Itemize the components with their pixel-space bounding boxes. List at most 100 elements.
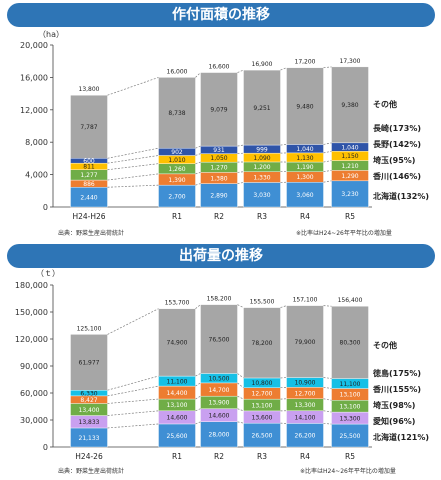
- trend-line: [323, 66, 332, 69]
- data-label: 14,600: [209, 413, 230, 420]
- total-label: 125,100: [77, 325, 102, 332]
- data-label: 999: [256, 146, 268, 153]
- trend-line: [237, 373, 244, 379]
- trend-line: [280, 144, 287, 146]
- trend-line: [107, 375, 159, 391]
- legend-label: 徳島(175%): [372, 368, 421, 378]
- y-tick-label: 20,000: [20, 41, 48, 50]
- trend-line: [107, 398, 159, 404]
- total-label: 13,800: [79, 86, 100, 93]
- data-label: 1,300: [296, 174, 313, 181]
- trend-line: [107, 423, 159, 429]
- trend-line: [237, 171, 244, 173]
- trend-line: [195, 408, 201, 412]
- trend-line: [107, 385, 159, 397]
- data-label: 13,833: [79, 419, 100, 426]
- y-tick-label: 4,000: [25, 171, 48, 180]
- data-label: 811: [83, 164, 95, 171]
- legend-label: 香川(155%): [372, 384, 421, 394]
- total-label: 158,200: [207, 296, 232, 303]
- trend-line: [323, 160, 332, 163]
- bar-segment: [200, 72, 238, 147]
- total-label: 17,300: [340, 58, 361, 65]
- data-label: 28,000: [209, 432, 230, 439]
- y-tick-label: 8,000: [25, 138, 48, 147]
- shipment-chart-banner: 出荷量の推移: [7, 244, 435, 268]
- legend-label: 愛知(96%): [373, 416, 415, 426]
- data-label: 9,480: [296, 103, 313, 110]
- trend-line: [195, 382, 201, 387]
- data-label: 1,277: [80, 172, 97, 179]
- trend-line: [323, 386, 332, 389]
- y-tick-label: 180,000: [15, 281, 48, 290]
- data-label: 11,100: [167, 378, 188, 385]
- data-label: 6,330: [80, 390, 97, 397]
- trend-line: [323, 180, 332, 183]
- trend-line: [237, 144, 244, 147]
- bar-segment: [158, 308, 196, 377]
- trend-line: [107, 308, 159, 335]
- x-tick-label: R2: [214, 212, 224, 221]
- data-label: 13,100: [252, 402, 273, 409]
- legend-label: その他: [373, 340, 397, 350]
- area-chart-y-unit: （ha）: [38, 30, 64, 39]
- trend-line: [107, 155, 159, 164]
- trend-line: [195, 421, 201, 425]
- trend-line: [195, 304, 201, 309]
- data-label: 12,700: [295, 390, 316, 397]
- trend-line: [237, 182, 244, 184]
- y-tick-label: 16,000: [20, 73, 48, 82]
- data-label: 9,251: [253, 105, 270, 112]
- data-label: 600: [83, 158, 95, 165]
- data-label: 26,200: [295, 433, 316, 440]
- data-label: 14,600: [167, 415, 188, 422]
- data-label: 7,787: [80, 124, 97, 131]
- bar-segment: [200, 421, 238, 448]
- data-label: 25,500: [340, 433, 361, 440]
- bar-segment: [70, 334, 108, 391]
- trend-line: [323, 410, 332, 413]
- x-tick-label: R5: [345, 452, 355, 461]
- data-label: 21,133: [79, 435, 100, 442]
- data-label: 14,700: [209, 387, 230, 394]
- bar-segment: [331, 306, 369, 379]
- trend-line: [195, 161, 201, 164]
- shipment-chart-source: 出典：野菜生産出荷統計: [58, 468, 125, 475]
- data-label: 13,300: [295, 402, 316, 409]
- area-chart-note: ※比率はH24~26年平年比の増加量: [296, 230, 392, 237]
- total-label: 155,500: [250, 299, 275, 306]
- data-label: 1,130: [296, 155, 313, 162]
- y-tick-label: 30,000: [20, 416, 48, 425]
- data-label: 1,260: [168, 166, 185, 173]
- data-label: 902: [171, 149, 183, 156]
- data-label: 11,100: [340, 381, 361, 388]
- trend-line: [323, 150, 332, 154]
- trend-line: [237, 304, 244, 308]
- legend-label: 北海道(132%): [373, 191, 429, 201]
- data-label: 1,010: [168, 157, 185, 164]
- data-label: 61,977: [79, 360, 100, 367]
- trend-line: [237, 408, 244, 412]
- trend-line: [107, 410, 159, 416]
- bar-segment: [286, 67, 324, 145]
- trend-line: [107, 147, 159, 159]
- total-label: 157,100: [293, 297, 318, 304]
- bar-segment: [200, 304, 238, 374]
- data-label: 1,090: [253, 155, 270, 162]
- trend-line: [107, 173, 159, 181]
- data-label: 886: [83, 181, 95, 188]
- data-label: 25,600: [167, 433, 188, 440]
- data-label: 931: [213, 147, 225, 154]
- legend-label: 長崎(173%): [373, 123, 421, 133]
- trend-line: [323, 423, 332, 425]
- x-tick-label: R5: [345, 212, 355, 221]
- trend-line: [107, 163, 159, 171]
- y-tick-label: 0: [43, 443, 48, 452]
- trend-line: [280, 67, 287, 71]
- trend-line: [195, 72, 201, 78]
- legend-label: 埼玉(95%): [373, 155, 415, 165]
- total-label: 16,900: [252, 61, 273, 68]
- bar-segment: [70, 95, 108, 159]
- y-tick-label: 150,000: [15, 308, 48, 317]
- area-chart-banner: 作付面積の推移: [7, 3, 435, 27]
